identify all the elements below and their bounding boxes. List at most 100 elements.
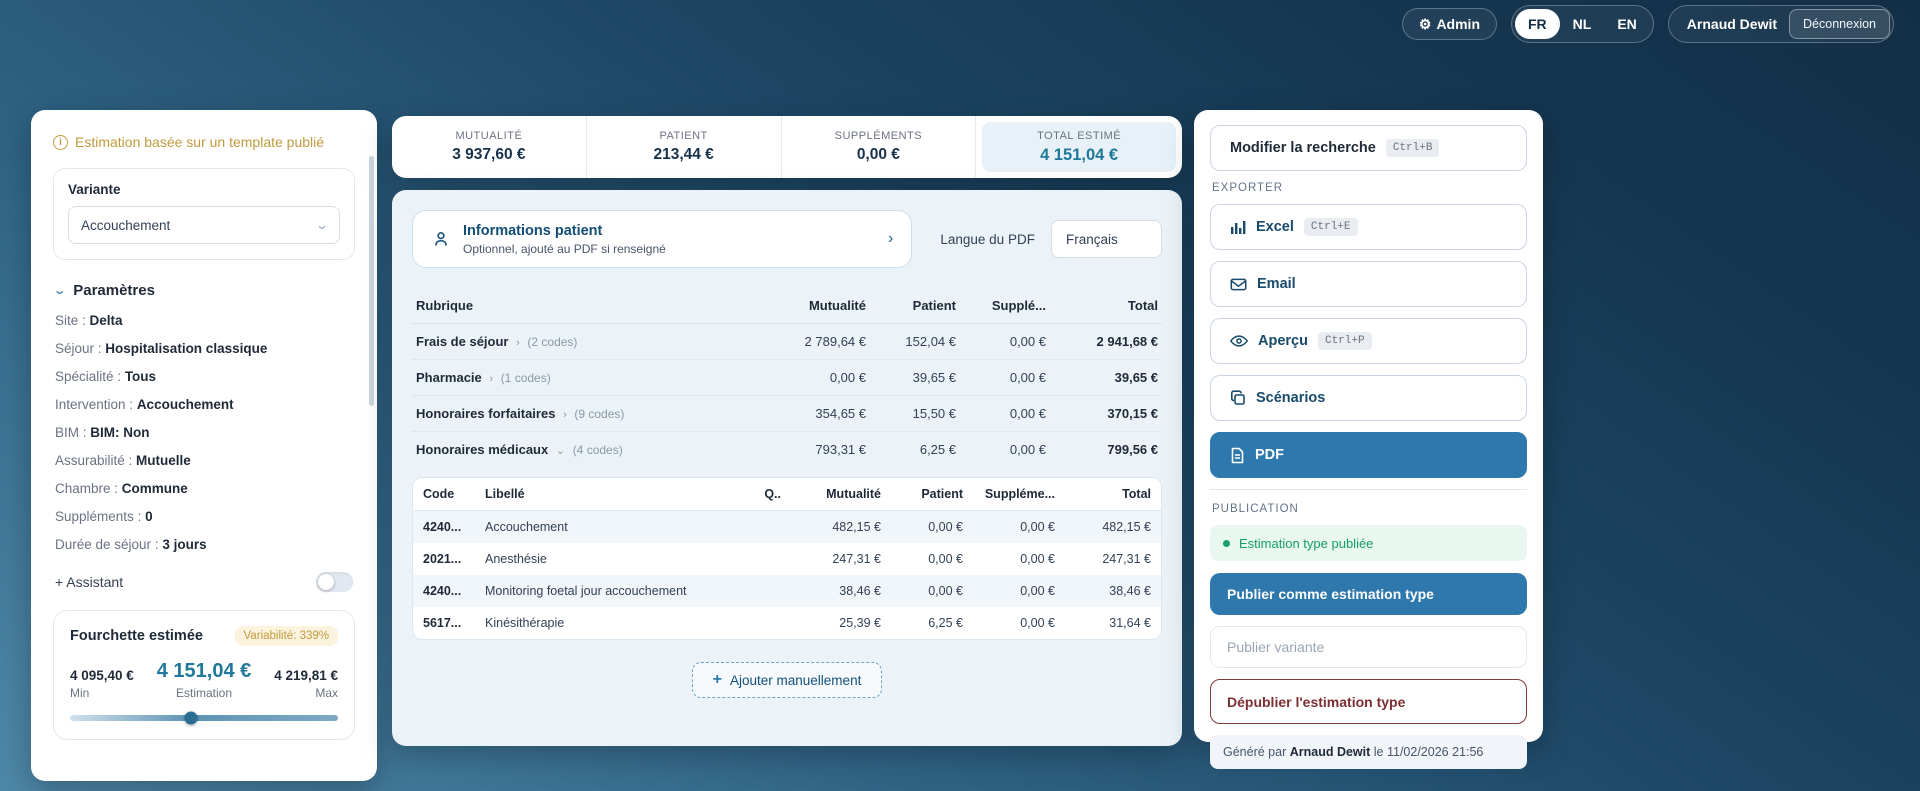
template-notice: i Estimation basée sur un template publi… bbox=[53, 134, 355, 150]
publish-as-type-button[interactable]: Publier comme estimation type bbox=[1210, 573, 1527, 615]
param-chambre: Chambre : Commune bbox=[55, 481, 188, 496]
estimation-detail-card: Informations patient Optionnel, ajouté a… bbox=[392, 190, 1182, 746]
col-supplements: Supplé... bbox=[960, 290, 1050, 324]
chevron-right-icon: › bbox=[489, 373, 494, 385]
col-total: Total bbox=[1065, 478, 1161, 511]
assistant-toggle[interactable] bbox=[316, 572, 353, 592]
total-highlight-box: TOTAL ESTIMÉ 4 151,04 € bbox=[982, 122, 1176, 172]
panel-scrollbar[interactable] bbox=[369, 156, 374, 406]
export-excel-button[interactable]: Excel Ctrl+E bbox=[1210, 204, 1527, 250]
code-row[interactable]: 2021... Anesthésie 247,31 € 0,00 € 0,00 … bbox=[423, 552, 1151, 566]
add-manually-label: Ajouter manuellement bbox=[730, 672, 862, 688]
summary-patient: PATIENT 213,44 € bbox=[587, 116, 782, 178]
green-dot-icon bbox=[1223, 539, 1230, 547]
lang-nl-button[interactable]: NL bbox=[1572, 16, 1592, 32]
shortcut-badge: Ctrl+B bbox=[1385, 139, 1440, 157]
admin-label: Admin bbox=[1436, 16, 1480, 32]
bar-chart-icon bbox=[1230, 219, 1246, 235]
person-icon bbox=[431, 229, 451, 249]
param-specialite: Spécialité : Tous bbox=[55, 369, 157, 384]
shortcut-badge: Ctrl+P bbox=[1317, 332, 1372, 350]
slider-thumb[interactable] bbox=[184, 711, 198, 725]
rubrique-table: Rubrique Mutualité Patient Supplé... Tot… bbox=[412, 290, 1162, 467]
col-total: Total bbox=[1050, 290, 1162, 324]
mail-icon bbox=[1230, 277, 1247, 292]
user-name: Arnaud Dewit bbox=[1686, 16, 1778, 32]
chevron-right-icon: › bbox=[516, 337, 520, 349]
code-row[interactable]: 4240... Monitoring foetal jour accouchem… bbox=[413, 575, 1161, 607]
plus-icon: + bbox=[712, 671, 722, 688]
code-row[interactable]: 4240... Accouchement 482,15 € 0,00 € 0,0… bbox=[413, 510, 1161, 543]
chevron-down-icon: ⌄ bbox=[52, 285, 67, 297]
totals-summary-bar: MUTUALITÉ 3 937,60 € PATIENT 213,44 € SU… bbox=[392, 116, 1182, 178]
document-icon bbox=[1230, 447, 1245, 464]
chevron-right-icon: › bbox=[563, 409, 567, 421]
range-max: 4 219,81 € Max bbox=[274, 668, 338, 700]
col-libelle: Libellé bbox=[475, 478, 755, 511]
parameters-title: Paramètres bbox=[73, 282, 155, 299]
codes-table: Code Libellé Q.. Mutualité Patient Suppl… bbox=[413, 478, 1161, 639]
export-section-label: EXPORTER bbox=[1212, 182, 1284, 194]
col-qty: Q.. bbox=[754, 478, 791, 511]
patient-info-title: Informations patient bbox=[463, 222, 603, 239]
admin-button[interactable]: ⚙ Admin bbox=[1401, 8, 1497, 40]
col-code: Code bbox=[413, 478, 475, 511]
pdf-language-select[interactable]: Français bbox=[1050, 220, 1162, 258]
range-min: 4 095,40 € Min bbox=[70, 668, 134, 700]
publication-status-badge: Estimation type publiée bbox=[1210, 525, 1527, 561]
publish-variant-button[interactable]: Publier variante bbox=[1210, 626, 1527, 668]
table-row[interactable]: Honoraires forfaitaires › (9 codes) 354,… bbox=[412, 395, 1162, 432]
patient-info-button[interactable]: Informations patient Optionnel, ajouté a… bbox=[412, 210, 913, 268]
logout-button[interactable]: Déconnexion bbox=[1789, 9, 1890, 39]
estimated-range-card: Fourchette estimée Variabilité: 339% 4 0… bbox=[53, 610, 355, 740]
variant-label: Variante bbox=[68, 182, 121, 197]
col-mutualite: Mutualité bbox=[760, 290, 870, 324]
add-manually-button[interactable]: + Ajouter manuellement bbox=[691, 662, 883, 698]
shortcut-badge: Ctrl+E bbox=[1303, 218, 1358, 236]
modify-search-button[interactable]: Modifier la recherche Ctrl+B bbox=[1210, 125, 1527, 171]
chevron-down-icon: ⌄ bbox=[555, 445, 566, 457]
preview-button[interactable]: Aperçu Ctrl+P bbox=[1210, 318, 1527, 364]
pdf-language-label: Langue du PDF bbox=[940, 231, 1035, 247]
copy-icon bbox=[1230, 390, 1246, 406]
unpublish-button[interactable]: Dépublier l'estimation type bbox=[1210, 679, 1527, 724]
summary-mutualite: MUTUALITÉ 3 937,60 € bbox=[392, 116, 587, 178]
lang-fr-button[interactable]: FR bbox=[1515, 9, 1560, 39]
estimate-slider[interactable] bbox=[70, 711, 338, 725]
info-icon: i bbox=[53, 134, 68, 150]
col-patient: Patient bbox=[870, 290, 960, 324]
param-supplements: Suppléments : 0 bbox=[55, 509, 153, 524]
param-duree: Durée de séjour : 3 jours bbox=[55, 537, 207, 552]
variant-box: Variante Accouchement ⌄ bbox=[53, 168, 355, 260]
code-row[interactable]: 5617... Kinésithérapie 25,39 € 6,25 € 0,… bbox=[423, 616, 1151, 630]
generated-by-footer: Généré par Arnaud Dewit le 11/02/2026 21… bbox=[1210, 735, 1527, 769]
toggle-knob bbox=[318, 574, 334, 590]
param-bim: BIM : BIM: Non bbox=[55, 425, 150, 440]
param-assurabilite: Assurabilité : Mutuelle bbox=[55, 453, 191, 468]
language-switcher: FR NL EN bbox=[1511, 5, 1654, 43]
summary-supplements: SUPPLÉMENTS 0,00 € bbox=[782, 116, 977, 178]
codes-subtable-card: Code Libellé Q.. Mutualité Patient Suppl… bbox=[412, 477, 1162, 640]
col-rubrique: Rubrique bbox=[412, 290, 760, 324]
table-row[interactable]: Pharmacie › (1 codes) 0,00 € 39,65 € 0,0… bbox=[412, 359, 1162, 396]
top-bar: ⚙ Admin FR NL EN Arnaud Dewit Déconnexion bbox=[0, 0, 1920, 48]
scenarios-button[interactable]: Scénarios bbox=[1210, 375, 1527, 421]
export-pdf-button[interactable]: PDF bbox=[1210, 432, 1527, 478]
lang-en-button[interactable]: EN bbox=[1617, 16, 1637, 32]
export-email-button[interactable]: Email bbox=[1210, 261, 1527, 307]
col-patient: Patient bbox=[891, 478, 973, 511]
publication-section-label: PUBLICATION bbox=[1212, 503, 1299, 515]
range-title: Fourchette estimée bbox=[70, 628, 203, 644]
param-site: Site : Delta bbox=[55, 313, 123, 328]
summary-total: TOTAL ESTIMÉ 4 151,04 € bbox=[976, 116, 1182, 178]
param-sejour: Séjour : Hospitalisation classique bbox=[55, 341, 268, 356]
table-row-expanded[interactable]: Honoraires médicaux ⌄ (4 codes) 793,31 €… bbox=[416, 442, 1158, 457]
actions-panel: Modifier la recherche Ctrl+B EXPORTER Ex… bbox=[1194, 110, 1543, 769]
pdf-language-value: Français bbox=[1065, 231, 1118, 247]
table-row[interactable]: Frais de séjour › (2 codes) 2 789,64 € 1… bbox=[412, 323, 1162, 360]
variant-value: Accouchement bbox=[81, 217, 171, 233]
variant-select[interactable]: Accouchement ⌄ bbox=[68, 206, 340, 244]
parameters-toggle[interactable]: ⌄ Paramètres bbox=[52, 282, 355, 299]
patient-info-subtitle: Optionnel, ajouté au PDF si renseigné bbox=[463, 241, 666, 256]
col-supplements: Suppléme... bbox=[973, 478, 1065, 511]
